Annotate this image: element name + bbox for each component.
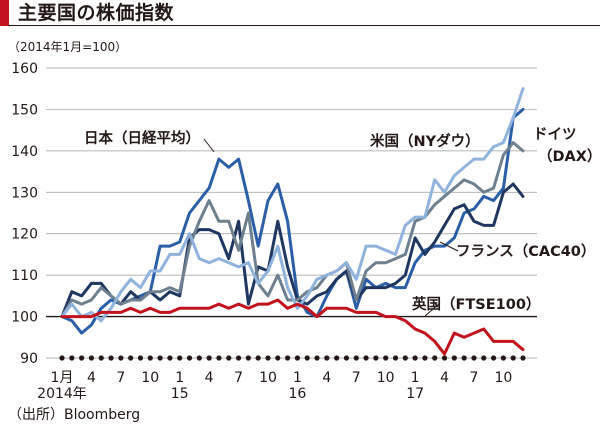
x-year-label: 2014年: [37, 386, 87, 402]
x-axis-dot: [510, 355, 516, 361]
x-axis-dot: [490, 355, 497, 361]
y-tick-label: 150: [11, 102, 38, 118]
x-axis-dot: [412, 355, 418, 361]
x-axis-dot: [98, 355, 104, 361]
x-year-label: 17: [406, 386, 424, 402]
x-axis-dot: [255, 355, 261, 361]
x-tick-label: 4: [205, 370, 214, 386]
x-axis-dot: [265, 355, 271, 361]
x-axis-dot: [59, 355, 65, 361]
x-axis-dot: [196, 355, 202, 361]
x-axis-dot: [137, 355, 144, 361]
x-axis-dot: [186, 355, 193, 361]
x-tick-label: 7: [469, 370, 478, 386]
x-axis-dot: [441, 355, 448, 361]
title-underline: [9, 25, 600, 26]
series-line-3: [60, 87, 525, 323]
x-axis-dot: [314, 355, 320, 361]
series-label-0: 日本（日経平均）: [84, 129, 200, 147]
x-axis-dot: [128, 355, 134, 361]
x-axis-dot: [373, 355, 379, 361]
series-label-2: ドイツ: [533, 127, 577, 143]
x-year-label: 16: [288, 386, 306, 402]
x-axis-dot: [177, 355, 183, 361]
x-axis-dot: [451, 355, 457, 361]
x-axis-dot: [206, 355, 212, 361]
y-tick-label: 160: [11, 61, 38, 77]
x-tick-label: 4: [87, 370, 96, 386]
x-axis-dot: [353, 355, 359, 361]
y-tick-label: 130: [11, 185, 38, 201]
grid-layer: [46, 67, 537, 359]
x-axis-dot: [294, 355, 301, 361]
x-tick-label: 1: [175, 370, 184, 386]
x-axis-dot: [383, 355, 389, 361]
series-label-5: 英国（FTSE100）: [412, 295, 540, 313]
x-tick-label: 10: [141, 370, 159, 386]
x-year-label: 15: [171, 386, 189, 402]
x-axis-dot: [461, 355, 467, 361]
x-tick-label: 10: [259, 370, 277, 386]
series-line-4: [60, 298, 525, 356]
x-axis-dot: [392, 355, 399, 361]
x-axis-dot: [304, 355, 310, 361]
x-axis-dot: [284, 355, 291, 361]
y-tick-label: 90: [20, 351, 38, 367]
x-axis-dot: [402, 355, 408, 361]
x-axis-dot: [235, 355, 242, 361]
y-tick-label: 100: [11, 310, 38, 326]
series-label-3: （DAX）: [538, 147, 600, 165]
series-label-4: フランス（CAC40）: [456, 242, 595, 260]
x-axis-dot: [343, 355, 350, 361]
x-axis-dot: [432, 355, 438, 361]
label-leader-line: [203, 138, 215, 153]
x-tick-label: 4: [322, 370, 331, 386]
y-tick-label: 110: [11, 268, 38, 284]
x-axis-dot: [226, 355, 232, 361]
x-tick-label: 1月: [51, 370, 74, 386]
series-label-1: 米国（NYダウ）: [370, 132, 480, 150]
x-axis-dot: [88, 355, 95, 361]
series-label-layer: 日本（日経平均） 米国（NYダウ） ドイツ （DAX） フランス（CAC40） 英国（FT…: [84, 127, 600, 317]
title-bar: 主要国の株価指数: [0, 0, 600, 26]
x-axis-dot: [520, 355, 526, 361]
x-axis-dot: [79, 355, 85, 361]
x-axis-dot: [245, 355, 251, 361]
x-axis-dot: [157, 355, 163, 361]
x-axis-dot: [422, 355, 428, 361]
x-axis-dot: [334, 355, 340, 361]
x-axis-dot: [275, 355, 281, 361]
x-axis-dot: [147, 355, 153, 361]
y-tick-label: 120: [11, 227, 38, 243]
label-leader-line: [424, 302, 441, 317]
x-axis-dot: [500, 355, 506, 361]
x-tick-label: 10: [494, 370, 512, 386]
x-axis-dot: [324, 355, 330, 361]
x-tick-label: 7: [234, 370, 243, 386]
x-axis-dot: [481, 355, 487, 361]
x-axis-dot: [118, 355, 124, 361]
x-tick-label: 7: [116, 370, 125, 386]
x-tick-label: 4: [440, 370, 449, 386]
y-tick-label: 140: [11, 144, 38, 160]
chart-title: 主要国の株価指数: [18, 2, 175, 24]
unit-note: （2014年1月=100）: [8, 40, 128, 54]
x-tick-label: 10: [377, 370, 395, 386]
label-leader-line: [439, 241, 459, 252]
x-axis-dot: [471, 355, 477, 361]
x-tick-label: 1: [293, 370, 302, 386]
x-tick-label: 1: [411, 370, 420, 386]
x-axis-dot: [167, 355, 173, 361]
series-layer: [60, 87, 525, 356]
title-accent-mark: [0, 0, 9, 26]
x-axis-dot: [69, 355, 75, 361]
x-tick-label: 7: [352, 370, 361, 386]
x-axis-dot: [108, 355, 114, 361]
x-axis-dot: [216, 355, 222, 361]
x-axis-dot: [363, 355, 369, 361]
source-note: （出所）Bloomberg: [8, 407, 141, 423]
